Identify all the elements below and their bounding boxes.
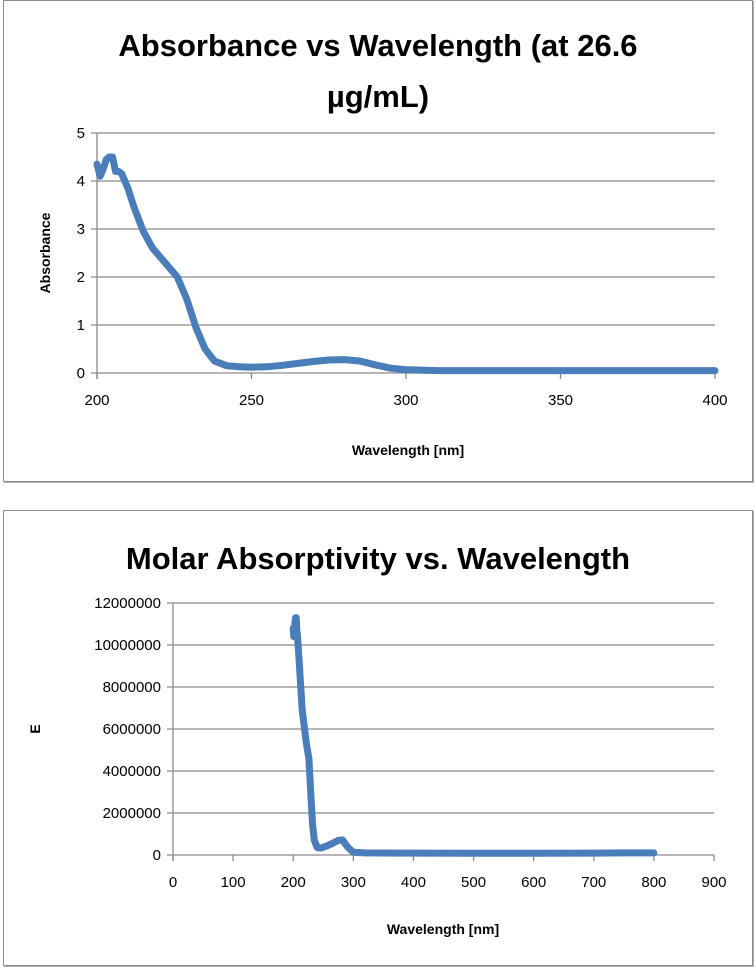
chart1-y-tick-label: 1 xyxy=(77,317,85,334)
chart2-y-tick-label: 6000000 xyxy=(103,721,161,738)
chart2-x-tick-label: 300 xyxy=(341,874,366,891)
chart2-x-tick-label: 500 xyxy=(461,874,486,891)
chart1-x-tick-label: 350 xyxy=(548,392,573,409)
chart2-x-tick-label: 400 xyxy=(401,874,426,891)
chart2-y-tick-label: 4000000 xyxy=(103,763,161,780)
absorbance-series-line xyxy=(93,153,719,375)
chart2-x-axis-label: Wavelength [nm] xyxy=(387,921,499,937)
chart1-x-axis-label: Wavelength [nm] xyxy=(352,442,464,458)
chart1-y-tick-label: 0 xyxy=(77,365,85,382)
chart2-x-tick-label: 800 xyxy=(641,874,666,891)
chart2-title: Molar Absorptivity vs. Wavelength xyxy=(126,541,630,576)
chart1-y-tick-label: 4 xyxy=(77,173,85,190)
chart2-x-tick-label: 0 xyxy=(169,874,177,891)
chart2-y-tick-label: 12000000 xyxy=(94,595,161,612)
chart1-x-tick-label: 200 xyxy=(84,392,109,409)
chart2-x-tick-label: 100 xyxy=(221,874,246,891)
chart1-x-tick-label: 400 xyxy=(702,392,727,409)
chart2-x-tick-label: 200 xyxy=(281,874,306,891)
chart1-x-tick-label: 300 xyxy=(393,392,418,409)
chart2-y-axis-label: E xyxy=(27,724,43,733)
chart1-y-tick-label: 3 xyxy=(77,221,85,238)
molar-absorptivity-chart-frame xyxy=(3,510,753,966)
chart1-y-axis-label: Absorbance xyxy=(37,212,53,293)
absorbance-chart-frame xyxy=(3,0,753,482)
chart2-x-tick-label: 700 xyxy=(581,874,606,891)
chart2-x-tick-label: 600 xyxy=(521,874,546,891)
chart2-y-tick-label: 8000000 xyxy=(103,679,161,696)
chart2-y-tick-label: 0 xyxy=(153,847,161,864)
chart2-y-tick-label: 2000000 xyxy=(103,805,161,822)
chart1-y-tick-label: 2 xyxy=(77,269,85,286)
chart1-title-line2: µg/mL) xyxy=(327,79,429,114)
chart2-y-tick-label: 10000000 xyxy=(94,637,161,654)
molar-absorptivity-series-line xyxy=(289,614,658,857)
chart2-x-tick-label: 900 xyxy=(701,874,726,891)
chart1-y-tick-label: 5 xyxy=(77,125,85,142)
chart1-title-line1: Absorbance vs Wavelength (at 26.6 xyxy=(118,28,637,63)
chart1-x-tick-label: 250 xyxy=(239,392,264,409)
